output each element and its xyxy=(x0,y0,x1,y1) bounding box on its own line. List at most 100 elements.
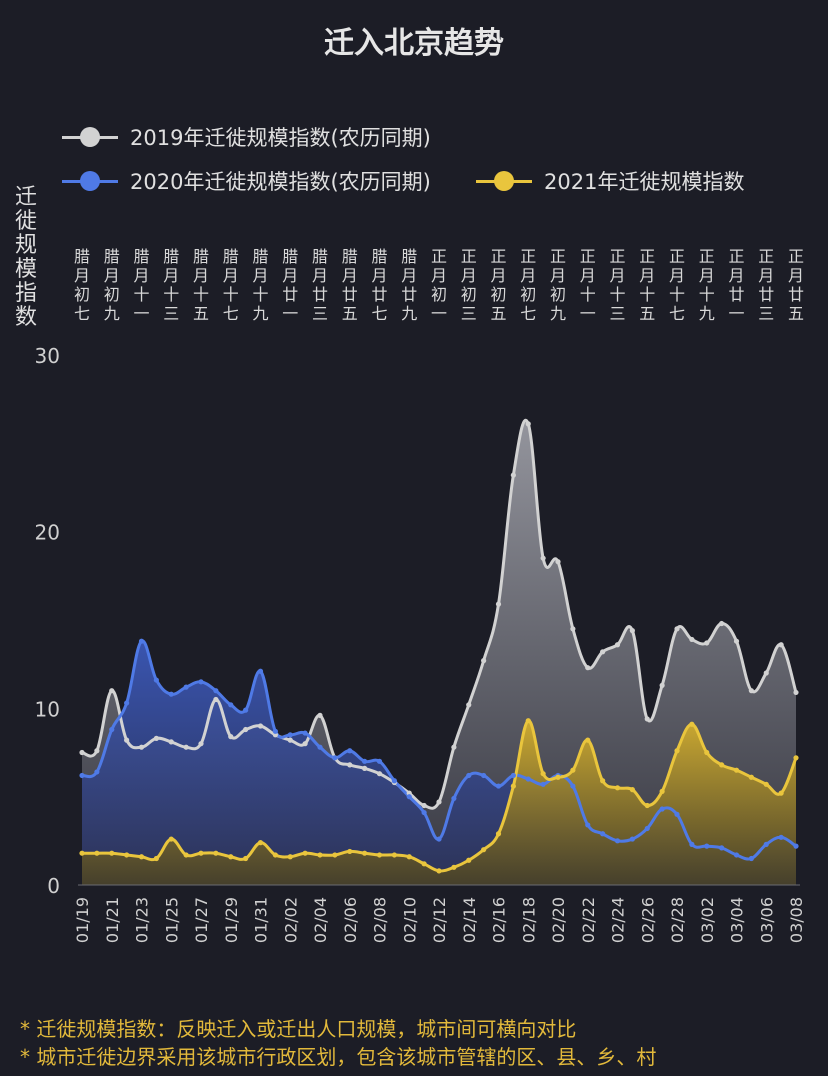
point-2019-02-22[interactable] xyxy=(585,665,591,671)
point-2021-02-22[interactable] xyxy=(585,737,591,743)
point-2019-03-07[interactable] xyxy=(778,642,784,648)
point-2020-03-01[interactable] xyxy=(689,841,695,847)
point-2019-02-26[interactable] xyxy=(644,716,650,722)
point-2020-02-23[interactable] xyxy=(600,831,606,837)
point-2019-01-19[interactable] xyxy=(79,749,85,756)
point-2019-02-24[interactable] xyxy=(614,642,621,648)
point-2020-01-23[interactable] xyxy=(138,638,145,644)
point-2019-02-03[interactable] xyxy=(302,741,308,747)
point-2020-01-30[interactable] xyxy=(243,707,249,713)
point-2021-02-27[interactable] xyxy=(659,788,665,794)
point-2019-02-13[interactable] xyxy=(451,744,457,750)
point-2021-02-21[interactable] xyxy=(570,767,576,773)
point-2021-02-15[interactable] xyxy=(481,847,487,853)
point-2020-01-25[interactable] xyxy=(168,691,174,697)
point-2020-02-12[interactable] xyxy=(436,836,442,842)
point-2020-02-19[interactable] xyxy=(540,781,546,787)
point-2021-02-24[interactable] xyxy=(614,785,621,791)
point-2021-03-05[interactable] xyxy=(748,774,754,780)
point-2019-02-11[interactable] xyxy=(421,802,427,809)
point-2019-02-06[interactable] xyxy=(347,762,353,768)
point-2021-02-20[interactable] xyxy=(555,774,561,780)
point-2019-01-21[interactable] xyxy=(109,688,115,694)
point-2020-01-31[interactable] xyxy=(257,668,264,674)
point-2020-02-14[interactable] xyxy=(466,772,472,779)
legend-item-2019[interactable]: 2019年迁徙规模指数(农历同期) xyxy=(62,122,431,152)
point-2019-02-12[interactable] xyxy=(436,799,442,805)
point-2020-01-26[interactable] xyxy=(183,684,189,690)
legend-item-2021[interactable]: 2021年迁徙规模指数 xyxy=(476,166,744,196)
point-2020-02-01[interactable] xyxy=(272,728,278,734)
point-2020-03-02[interactable] xyxy=(704,843,710,849)
point-2019-01-23[interactable] xyxy=(138,744,145,750)
point-2019-02-28[interactable] xyxy=(674,626,680,632)
point-2020-02-04[interactable] xyxy=(317,744,323,750)
point-2021-02-05[interactable] xyxy=(332,852,338,858)
point-2021-01-29[interactable] xyxy=(228,854,234,860)
point-2019-02-15[interactable] xyxy=(481,658,487,664)
point-2021-02-03[interactable] xyxy=(302,850,308,856)
point-2019-02-19[interactable] xyxy=(540,555,546,561)
point-2020-01-19[interactable] xyxy=(79,772,85,779)
point-2019-02-20[interactable] xyxy=(555,559,561,565)
point-2021-01-23[interactable] xyxy=(138,854,145,860)
point-2019-02-25[interactable] xyxy=(629,628,635,634)
point-2021-02-02[interactable] xyxy=(287,854,293,860)
point-2019-03-08[interactable] xyxy=(793,689,799,696)
point-2019-02-21[interactable] xyxy=(570,626,576,632)
point-2020-01-24[interactable] xyxy=(153,677,159,683)
point-2020-03-08[interactable] xyxy=(793,843,799,849)
point-2020-02-25[interactable] xyxy=(629,836,635,842)
point-2021-02-25[interactable] xyxy=(629,787,635,793)
point-2021-02-07[interactable] xyxy=(362,850,368,856)
point-2020-03-06[interactable] xyxy=(763,841,769,847)
point-2020-02-02[interactable] xyxy=(287,732,293,738)
point-2020-03-07[interactable] xyxy=(778,834,784,840)
point-2021-03-08[interactable] xyxy=(793,755,799,761)
point-2021-01-20[interactable] xyxy=(94,850,100,856)
point-2021-01-21[interactable] xyxy=(109,850,115,856)
point-2021-02-13[interactable] xyxy=(451,864,457,870)
point-2021-01-28[interactable] xyxy=(213,850,219,856)
point-2019-03-01[interactable] xyxy=(689,636,695,643)
point-2021-02-12[interactable] xyxy=(436,868,442,874)
point-2019-02-08[interactable] xyxy=(376,771,383,777)
legend-item-2020[interactable]: 2020年迁徙规模指数(农历同期) xyxy=(62,166,431,196)
point-2020-01-20[interactable] xyxy=(94,769,100,775)
point-2019-01-30[interactable] xyxy=(243,726,249,733)
point-2019-03-06[interactable] xyxy=(763,670,769,676)
point-2019-01-29[interactable] xyxy=(228,734,234,740)
point-2019-03-05[interactable] xyxy=(748,688,754,694)
point-2019-02-02[interactable] xyxy=(287,737,293,743)
point-2021-02-17[interactable] xyxy=(510,783,516,789)
point-2021-01-31[interactable] xyxy=(257,840,264,846)
point-2020-02-15[interactable] xyxy=(481,772,487,779)
point-2021-01-30[interactable] xyxy=(243,855,249,862)
point-2021-03-06[interactable] xyxy=(763,781,769,787)
point-2021-01-25[interactable] xyxy=(168,836,174,842)
point-2021-01-24[interactable] xyxy=(153,855,159,862)
point-2021-02-18[interactable] xyxy=(525,718,531,724)
point-2019-02-17[interactable] xyxy=(510,472,516,478)
point-2019-02-27[interactable] xyxy=(659,682,665,688)
point-2020-02-18[interactable] xyxy=(525,776,531,782)
point-2021-02-11[interactable] xyxy=(421,861,427,867)
point-2020-01-28[interactable] xyxy=(213,688,219,694)
point-2020-02-08[interactable] xyxy=(376,758,383,764)
point-2020-02-26[interactable] xyxy=(644,825,650,832)
point-2021-01-22[interactable] xyxy=(124,852,130,858)
point-2021-03-02[interactable] xyxy=(704,749,710,756)
point-2019-02-23[interactable] xyxy=(600,649,606,655)
point-2020-03-05[interactable] xyxy=(748,855,754,862)
point-2020-02-05[interactable] xyxy=(332,755,338,761)
point-2019-02-18[interactable] xyxy=(525,421,531,427)
point-2020-02-10[interactable] xyxy=(406,794,412,800)
point-2019-03-04[interactable] xyxy=(733,638,740,644)
point-2021-02-26[interactable] xyxy=(644,802,650,809)
point-2019-01-26[interactable] xyxy=(183,744,189,750)
point-2021-02-14[interactable] xyxy=(466,857,472,863)
point-2020-02-07[interactable] xyxy=(362,758,368,764)
point-2021-02-23[interactable] xyxy=(600,778,606,784)
point-2021-02-28[interactable] xyxy=(674,748,680,754)
point-2021-02-01[interactable] xyxy=(272,852,278,858)
